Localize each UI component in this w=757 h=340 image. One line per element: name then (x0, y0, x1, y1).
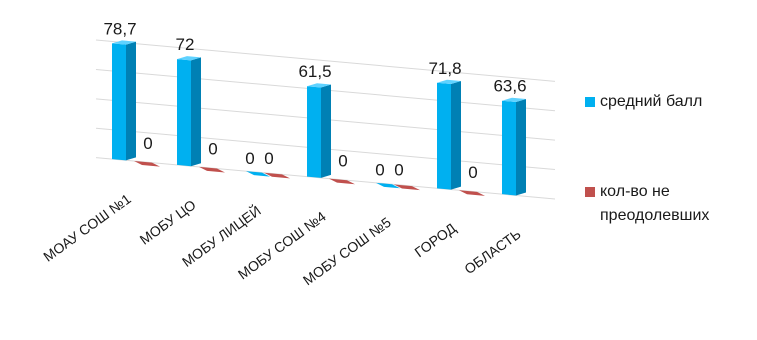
gridline (95, 39, 556, 82)
bar-average-score-top (502, 97, 526, 102)
bar-average-score-front (437, 82, 451, 190)
data-label-failed-count: 0 (468, 163, 477, 182)
data-label-average-score: 71,8 (428, 59, 461, 78)
data-label-failed-count: 0 (208, 140, 217, 159)
category-label: МОБУ ЦО (137, 196, 199, 247)
bar-average-score-front (177, 59, 191, 167)
bar-average-score-flat (246, 171, 270, 177)
data-label-failed-count: 0 (394, 160, 403, 179)
bar-average-score-side (126, 41, 136, 161)
legend-label-failed-count: кол-во не преодолевших (600, 183, 710, 224)
bar-average-score-flat (376, 182, 400, 189)
bar-average-score-front (502, 100, 516, 196)
legend-item-failed-count: кол-во не преодолевших (585, 180, 748, 228)
legend-item-average-score: средний балл (585, 90, 748, 114)
category-label: МОАУ СОШ №1 (40, 190, 134, 264)
legend-label-average-score: средний балл (600, 93, 703, 110)
data-label-average-score: 78,7 (103, 19, 136, 38)
bar-average-score-side (516, 98, 526, 196)
bar-average-score-top (437, 79, 461, 85)
legend: средний балл кол-во не преодолевших (585, 0, 757, 335)
data-label-failed-count: 0 (264, 149, 273, 168)
category-label: ГОРОД (412, 220, 460, 261)
data-label-average-score: 72 (176, 35, 195, 54)
bar-failed-count-flat (199, 166, 225, 173)
bar-average-score-front (112, 43, 126, 161)
bar-failed-count-flat (329, 178, 355, 185)
legend-swatch-failed-count (585, 187, 595, 197)
floor-line (95, 157, 556, 200)
bar-average-score-side (451, 81, 461, 190)
bar-average-score-front (307, 86, 321, 178)
legend-swatch-average-score (585, 97, 595, 107)
bar-average-score-side (321, 84, 331, 178)
data-label-failed-count: 0 (338, 151, 347, 170)
data-label-average-score: 63,6 (493, 77, 526, 96)
bar-failed-count-flat (394, 184, 420, 191)
bar-average-score-top (307, 83, 331, 88)
data-label-average-score: 0 (375, 160, 384, 179)
bar-failed-count-flat (264, 172, 290, 179)
bar-failed-count-flat (134, 161, 160, 167)
bar-average-score-top (177, 56, 201, 61)
data-label-average-score: 61,5 (298, 62, 331, 81)
bar-average-score-top (112, 40, 136, 45)
bar-failed-count-flat (459, 190, 485, 196)
category-label: ОБЛАСТЬ (461, 226, 524, 278)
data-label-average-score: 0 (245, 149, 254, 168)
data-label-failed-count: 0 (143, 134, 152, 153)
bar-average-score-side (191, 57, 201, 167)
